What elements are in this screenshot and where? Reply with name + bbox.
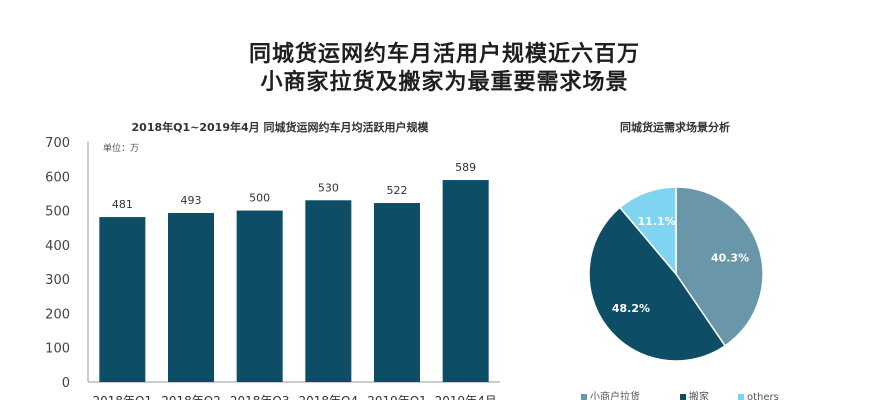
x-tick-label: 2018年Q4 xyxy=(299,394,359,400)
x-tick-label: 2018年Q1 xyxy=(93,394,153,400)
bar-chart: 0 100 200 300 400 500 600 700 单位：万 481 2018年Q1 493 2… xyxy=(45,136,500,400)
data-label: 589 xyxy=(455,161,476,174)
x-tick-label: 2019年Q1 xyxy=(367,394,427,400)
pie-chart: 40.3% 48.2% 11.1% 小商户拉货 搬家 others xyxy=(581,186,779,400)
bar xyxy=(168,212,214,382)
pie-value-label: 48.2% xyxy=(612,302,650,315)
bar xyxy=(442,180,489,382)
y-tick-label: 300 xyxy=(45,273,70,288)
y-tick-label: 0 xyxy=(62,376,70,391)
main-title-line-2: 小商家拉货及搬家为最重要需求场景 xyxy=(260,70,629,95)
unit-label: 单位：万 xyxy=(103,142,139,154)
legend-label: others xyxy=(747,392,779,400)
data-label: 493 xyxy=(181,194,202,207)
y-tick-label: 200 xyxy=(45,307,70,322)
legend-swatch xyxy=(680,394,686,400)
y-tick-label: 700 xyxy=(45,136,70,151)
pie-slice xyxy=(675,186,764,347)
y-tick-label: 400 xyxy=(45,239,70,254)
bar xyxy=(99,217,146,382)
pie-chart-title: 同城货运需求场景分析 xyxy=(620,121,730,134)
y-tick-label: 600 xyxy=(45,170,70,185)
legend-swatch xyxy=(738,394,744,400)
bar xyxy=(305,200,352,382)
bar-chart-title: 2018年Q1~2019年4月 同城货运网约车月均活跃用户规模 xyxy=(131,121,429,134)
pie-slice xyxy=(588,206,727,362)
data-label: 522 xyxy=(387,184,408,197)
y-tick-label: 100 xyxy=(45,342,70,357)
pie-value-label: 11.1% xyxy=(638,215,676,228)
pie-slice xyxy=(618,186,677,277)
legend-swatch xyxy=(581,394,587,400)
bar xyxy=(236,210,283,382)
data-label: 530 xyxy=(318,181,339,194)
legend-label: 搬家 xyxy=(689,390,709,400)
y-tick-label: 500 xyxy=(45,205,70,220)
data-label: 500 xyxy=(249,192,270,205)
x-tick-label: 2019年4月 xyxy=(435,394,497,400)
bar xyxy=(374,203,420,382)
legend-label: 小商户拉货 xyxy=(590,390,640,400)
pie-value-label: 40.3% xyxy=(711,251,749,264)
x-tick-label: 2018年Q3 xyxy=(230,394,290,400)
x-tick-label: 2018年Q2 xyxy=(161,394,221,400)
data-label: 481 xyxy=(112,198,133,211)
main-title-line-1: 同城货运网约车月活用户规模近六百万 xyxy=(248,42,640,67)
